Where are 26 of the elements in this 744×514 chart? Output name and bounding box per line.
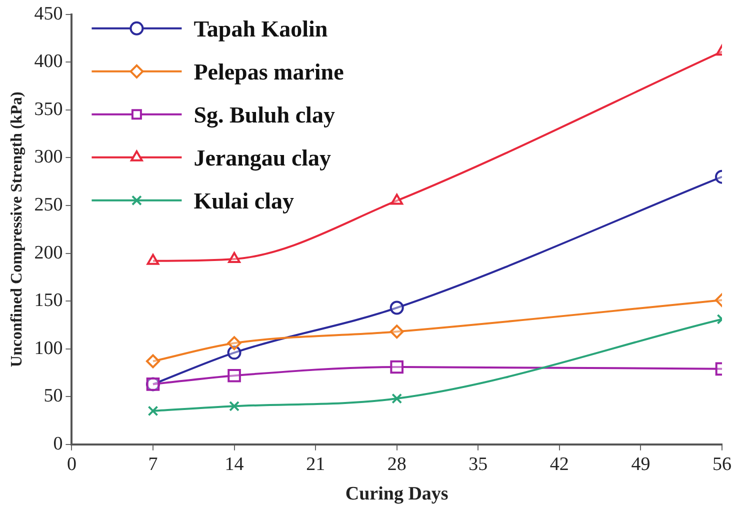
y-tick-label: 0: [53, 433, 63, 454]
x-tick-label: 0: [66, 454, 76, 475]
x-axis-title: Curing Days: [345, 484, 448, 505]
y-tick-label: 200: [34, 242, 63, 264]
y-tick-label: 300: [34, 146, 63, 168]
y-tick-label: 400: [34, 51, 63, 72]
y-tick-label: 150: [34, 290, 63, 312]
legend-label: Kulai clay: [194, 188, 295, 214]
legend-label: Sg. Buluh clay: [194, 102, 336, 128]
y-tick-label: 250: [34, 194, 63, 216]
x-tick-label: 56: [712, 454, 732, 475]
x-tick-label: 7: [148, 454, 158, 475]
y-axis-title: Unconfined Compressive Strength (kPa): [8, 92, 26, 368]
y-tick-label: 350: [34, 98, 63, 120]
x-tick-label: 28: [387, 454, 406, 475]
x-tick-label: 21: [306, 454, 326, 475]
y-tick-label: 50: [44, 386, 63, 407]
x-tick-label: 35: [468, 454, 488, 475]
legend-label: Tapah Kaolin: [194, 16, 328, 42]
x-tick-label: 42: [550, 454, 569, 475]
y-tick-label: 100: [34, 338, 63, 359]
legend-label: Pelepas marine: [194, 59, 344, 84]
y-tick-label: 450: [34, 3, 63, 24]
x-tick-label: 49: [631, 454, 650, 475]
legend-label: Jerangau clay: [194, 145, 332, 172]
x-tick-label: 14: [224, 454, 244, 475]
